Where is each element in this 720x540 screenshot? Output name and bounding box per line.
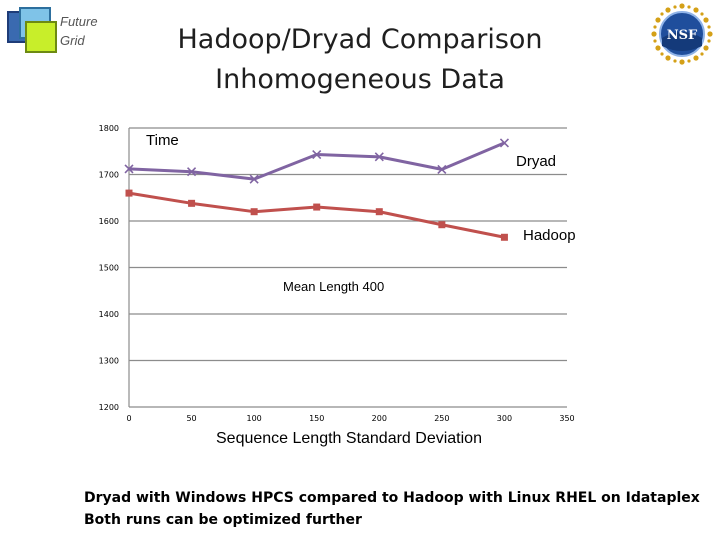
logo-text-line1: Future (60, 14, 98, 29)
series-line-dryad (128, 141, 506, 181)
y-tick-label: 1400 (99, 310, 119, 319)
y-tick-label: 1700 (99, 171, 119, 180)
caption-line1: Dryad with Windows HPCS compared to Hado… (84, 490, 700, 506)
y-tick-label: 1600 (99, 217, 119, 226)
data-point-hadoop (438, 221, 446, 229)
data-point-hadoop (313, 203, 321, 211)
x-tick-label: 350 (559, 414, 574, 423)
title-line2: Inhomogeneous Data (215, 64, 505, 95)
nsf-label: NSF (667, 28, 698, 43)
nsf-logo-icon: NSF (651, 3, 713, 65)
x-tick-label: 200 (372, 414, 387, 423)
futuregrid-logo-text: Future Grid (60, 12, 98, 50)
logo-text-line2: Grid (60, 33, 85, 48)
data-point-hadoop (188, 199, 196, 207)
axes (128, 128, 567, 408)
data-point-dryad (187, 167, 197, 177)
x-tick-label: 50 (186, 414, 196, 423)
data-point-hadoop (500, 233, 508, 241)
tick-labels: 1200 1300 1400 1500 1600 1700 1800 0 50 100 150 200… (99, 124, 575, 423)
series-line-hadoop (128, 191, 505, 239)
data-point-dryad (124, 164, 134, 174)
y-tick-label: 1200 (99, 403, 119, 412)
x-tick-label: 100 (247, 414, 262, 423)
data-point-dryad (437, 164, 447, 174)
series-label-hadoop: Hadoop (523, 227, 576, 244)
slide-title: Hadoop/Dryad Comparison Inhomogeneous Da… (100, 20, 620, 100)
y-tick-label: 1300 (99, 357, 119, 366)
y-tick-label: 1500 (99, 264, 119, 273)
data-point-dryad (312, 149, 322, 160)
title-line1: Hadoop/Dryad Comparison (177, 24, 543, 55)
series-label-dryad: Dryad (516, 153, 556, 170)
x-tick-label: 150 (309, 414, 324, 423)
x-tick-label: 300 (497, 414, 512, 423)
x-axis-label: Sequence Length Standard Deviation (216, 430, 482, 447)
x-tick-label: 250 (434, 414, 449, 423)
y-tick-label: 1800 (99, 124, 119, 133)
x-tick-label: 0 (126, 414, 131, 423)
data-point-dryad (249, 174, 259, 184)
grid-lines (129, 127, 567, 362)
slide-caption: Dryad with Windows HPCS compared to Hado… (84, 487, 700, 531)
data-point-hadoop (375, 208, 383, 216)
chart-title: Time (146, 132, 179, 149)
data-point-dryad (374, 152, 384, 162)
data-point-hadoop (125, 189, 133, 197)
chart-annotation: Mean Length 400 (283, 279, 384, 294)
futuregrid-logo-icon (7, 7, 57, 53)
data-point-hadoop (250, 208, 258, 216)
data-point-dryad (499, 138, 509, 148)
series-lines (124, 138, 509, 241)
caption-line2: Both runs can be optimized further (84, 512, 362, 528)
